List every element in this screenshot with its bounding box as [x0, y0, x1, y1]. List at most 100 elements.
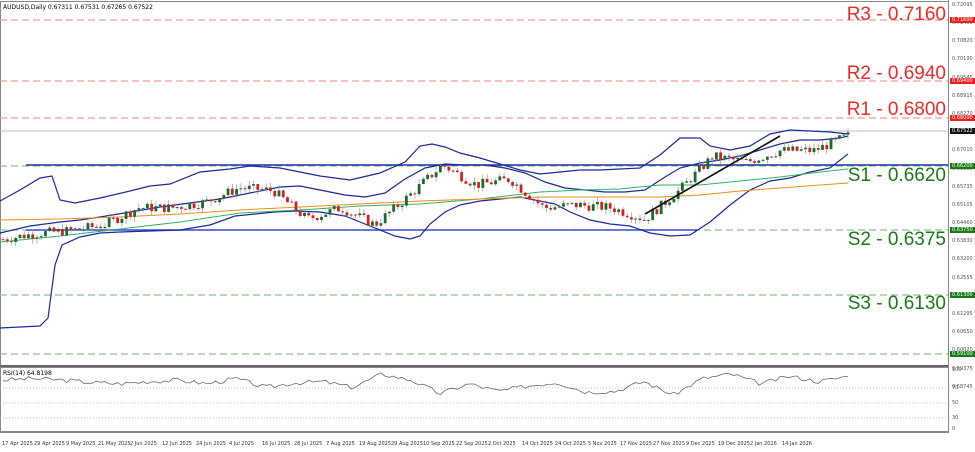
uptrend-line[interactable] — [644, 135, 781, 215]
bollinger-middle — [0, 135, 849, 234]
r3-label: R3 - 0.7160 — [846, 4, 946, 25]
candle — [723, 155, 727, 160]
candle — [549, 207, 553, 210]
candle — [337, 206, 340, 212]
candle — [167, 204, 171, 212]
candle — [388, 211, 391, 214]
candle — [443, 165, 447, 167]
candle — [354, 214, 357, 216]
candle — [782, 147, 786, 151]
candle — [570, 202, 574, 204]
candle — [281, 190, 285, 198]
candle — [770, 156, 773, 158]
candle — [171, 204, 175, 208]
candle — [591, 204, 595, 211]
candle — [833, 138, 837, 140]
rsi-axis-100: 100 — [952, 367, 962, 373]
candlesticks — [1, 128, 850, 247]
candle — [447, 166, 451, 171]
candle — [56, 228, 60, 232]
candle — [519, 184, 523, 193]
candle — [27, 234, 30, 239]
candle — [494, 180, 497, 185]
candle — [44, 231, 47, 237]
candle — [235, 189, 238, 195]
candle — [485, 178, 489, 183]
date-axis-tick: 19 Aug 2025 — [359, 441, 392, 447]
chart-title: AUDUSD,Daily 0.67311 0.67531 0.67265 0.6… — [3, 4, 153, 11]
candle — [434, 172, 438, 178]
candle — [311, 215, 315, 219]
candle — [553, 207, 557, 210]
candle — [154, 206, 158, 212]
candle — [332, 206, 336, 210]
price-axis-tick: 0.59375 — [952, 365, 973, 372]
date-axis-tick: 14 Jan 2026 — [782, 441, 812, 447]
candle — [744, 159, 748, 161]
rsi-axis-70: 70 — [952, 385, 959, 391]
candle — [498, 176, 502, 181]
candle — [192, 203, 196, 208]
candle — [451, 170, 455, 172]
candle — [719, 152, 723, 160]
candle — [532, 199, 536, 201]
s1-axis-tag: 0.66200 — [950, 163, 975, 169]
price-axis-tick: 0.65105 — [952, 201, 973, 208]
candle — [604, 203, 608, 210]
date-axis-tick: 16 Jul 2025 — [262, 441, 291, 447]
candle — [303, 212, 306, 216]
candle — [328, 209, 332, 215]
candle — [562, 203, 565, 207]
candle — [668, 202, 672, 205]
candle — [540, 203, 544, 205]
candle — [821, 144, 824, 150]
price-axis-tick: 0.70190 — [952, 56, 973, 63]
candle — [774, 156, 778, 158]
price-axis-tick: 0.63830 — [952, 238, 973, 245]
candle — [95, 226, 98, 228]
candle — [647, 219, 650, 221]
candle — [315, 218, 319, 220]
candle — [230, 188, 234, 195]
candle — [243, 188, 247, 190]
candle — [362, 213, 366, 215]
candle — [145, 203, 149, 209]
candle — [825, 144, 829, 150]
date-axis-tick: 22 Sep 2025 — [456, 441, 488, 447]
candle — [371, 221, 374, 226]
candle — [557, 206, 561, 208]
candle — [638, 218, 642, 221]
date-axis-tick: 5 Nov 2025 — [588, 441, 617, 447]
rsi-panel-border — [0, 367, 949, 432]
candle — [358, 213, 362, 216]
moving-average-green — [0, 168, 849, 243]
candle — [714, 152, 718, 160]
candle — [52, 227, 56, 232]
candle — [506, 178, 510, 183]
candle — [523, 192, 527, 196]
candle — [421, 178, 425, 185]
r1-label: R1 - 0.6800 — [846, 99, 946, 120]
candle — [536, 200, 540, 204]
candle — [689, 181, 693, 183]
candle — [477, 182, 480, 188]
candle — [213, 201, 217, 203]
candle — [396, 204, 400, 208]
candle — [86, 223, 90, 230]
candle — [73, 228, 77, 230]
date-axis-tick: 14 Oct 2025 — [522, 441, 553, 447]
candle — [659, 200, 663, 215]
candle — [286, 197, 289, 203]
candle — [107, 217, 111, 227]
candle — [375, 221, 379, 226]
candle — [269, 187, 272, 191]
candle — [290, 201, 294, 203]
candle — [349, 214, 353, 216]
price-axis-tick: 0.60650 — [952, 329, 973, 336]
date-axis-tick: 7 Aug 2025 — [326, 441, 355, 447]
candle — [14, 237, 18, 242]
bollinger-upper — [0, 129, 849, 204]
date-axis-tick: 2 Jan 2026 — [750, 441, 777, 447]
candle — [566, 203, 570, 205]
candle — [383, 213, 387, 224]
